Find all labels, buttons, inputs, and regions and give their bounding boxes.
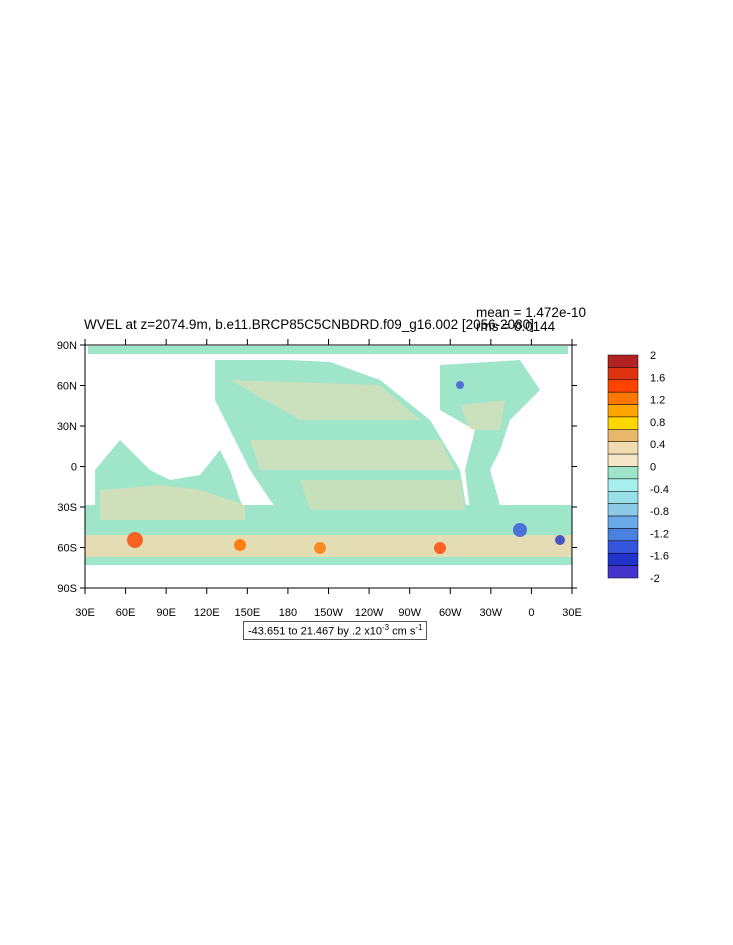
- plot-title: WVEL at z=2074.9m, b.e11.BRCP85C5CNBDRD.…: [84, 317, 534, 332]
- range-text: -43.651 to 21.467 by .2 x10: [248, 625, 382, 638]
- colorbar-swatch: [607, 354, 639, 368]
- lon-tick-label: 90W: [398, 607, 421, 619]
- longitude-axis: 30E 60E 90E 120E 150E 180 150W 120W 90W 60W 30W 0 30…: [75, 339, 582, 619]
- colorbar-swatch: [607, 367, 639, 381]
- lon-tick-label: 30E: [562, 607, 582, 619]
- lon-tick-label: 150W: [314, 607, 343, 619]
- colorbar-swatch: [607, 404, 639, 418]
- colorbar-label: -0.8: [650, 506, 669, 518]
- lon-tick-label: 30W: [480, 607, 503, 619]
- mean-stat: mean = 1.472e-10: [476, 305, 586, 320]
- colorbar-label: 0.8: [650, 417, 665, 429]
- lat-tick-label: 90N: [57, 340, 77, 352]
- colorbar-swatch: [607, 515, 639, 529]
- lon-tick-label: 60W: [439, 607, 462, 619]
- lon-tick-label: 120E: [194, 607, 220, 619]
- lon-tick-label: 180: [279, 607, 297, 619]
- lon-tick-label: 120W: [355, 607, 384, 619]
- range-exponent: -3: [381, 623, 390, 632]
- colorbar-label: 0.4: [650, 439, 665, 451]
- colorbar-label: 1.6: [650, 372, 665, 384]
- ocean-field: [85, 346, 572, 565]
- colorbar-label: -1.6: [650, 551, 669, 563]
- colorbar-label: 2: [650, 350, 656, 362]
- colorbar-swatch: [607, 466, 639, 480]
- colorbar-swatch: [607, 565, 639, 579]
- colorbar-range-label: -43.651 to 21.467 by .2 x10-3 cm s-1: [243, 621, 428, 640]
- colorbar-swatch: [607, 429, 639, 442]
- colorbar-swatch: [607, 478, 639, 492]
- lat-tick-label: 30N: [57, 421, 77, 433]
- map-panel: [85, 345, 572, 588]
- colorbar-label: -1.2: [650, 528, 669, 540]
- colorbar-swatch: [607, 416, 639, 430]
- latitude-axis: 90N 60N 30N 0 30S 60S 90S: [57, 340, 577, 595]
- lon-tick-label: 90E: [156, 607, 176, 619]
- lat-tick-label: 0: [71, 462, 77, 474]
- colorbar: 2 1.6 1.2 0.8 0.4 0 -0.4 -0.8 -1.2 -1.6 -2: [607, 350, 669, 585]
- lat-tick-label: 30S: [57, 502, 77, 514]
- colorbar-swatch: [607, 453, 639, 467]
- colorbar-swatch: [607, 491, 639, 504]
- colorbar-label: 0: [650, 462, 656, 474]
- colorbar-swatch: [607, 379, 639, 393]
- lon-tick-label: 0: [528, 607, 534, 619]
- colorbar-label: -0.4: [650, 484, 669, 496]
- unit-text: cm s: [389, 625, 416, 638]
- lat-tick-label: 90S: [57, 583, 77, 595]
- colorbar-label: 1.2: [650, 395, 665, 407]
- lon-tick-label: 60E: [116, 607, 136, 619]
- colorbar-swatch: [607, 552, 639, 566]
- rms-stat: rms = 0.0144: [476, 319, 556, 334]
- colorbar-swatch: [607, 503, 639, 517]
- colorbar-swatch: [607, 540, 639, 554]
- colorbar-label: -2: [650, 573, 660, 585]
- colorbar-swatch: [607, 528, 639, 542]
- lon-tick-label: 150E: [234, 607, 260, 619]
- unit-exponent: -1: [415, 623, 423, 632]
- colorbar-swatch: [607, 391, 639, 405]
- lat-tick-label: 60S: [57, 543, 77, 555]
- colorbar-swatch: [607, 441, 639, 455]
- lat-tick-label: 60N: [57, 381, 77, 393]
- lon-tick-label: 30E: [75, 607, 95, 619]
